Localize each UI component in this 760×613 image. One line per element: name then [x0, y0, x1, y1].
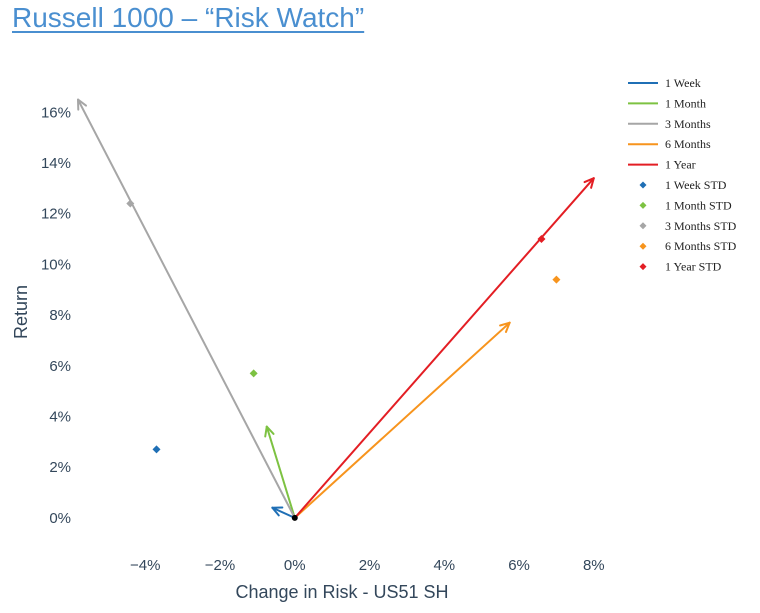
x-axis-label: Change in Risk - US51 SH	[235, 582, 448, 602]
x-tick-label: 0%	[284, 557, 306, 574]
y-tick-label: 6%	[49, 358, 71, 375]
y-tick-label: 4%	[49, 408, 71, 425]
y-tick-label: 14%	[41, 155, 71, 172]
legend-label: 1 Week STD	[665, 178, 727, 192]
x-tick-label: 4%	[433, 557, 455, 574]
x-tick-label: 6%	[508, 557, 530, 574]
legend-swatch-diamond	[639, 242, 647, 250]
y-tick-label: 8%	[49, 307, 71, 324]
legend-swatch-diamond	[639, 181, 647, 189]
legend-label: 6 Months STD	[665, 239, 737, 253]
origin-point	[291, 514, 298, 521]
x-tick-label: −2%	[205, 557, 235, 574]
legend-label: 3 Months	[665, 117, 711, 131]
arrowhead-1-month	[264, 425, 275, 438]
arrowhead-3-months	[77, 98, 88, 111]
chart-title: Russell 1000 – “Risk Watch”	[12, 2, 365, 33]
legend-label: 1 Week	[665, 76, 701, 90]
y-tick-label: 2%	[49, 459, 71, 476]
x-tick-label: 2%	[359, 557, 381, 574]
arrow-line-1-week	[271, 506, 296, 519]
std-point-1-month-std	[249, 369, 258, 378]
legend-label: 1 Year STD	[665, 260, 722, 274]
x-tick-label: −4%	[130, 557, 160, 574]
arrow-line-1-month	[265, 425, 296, 519]
std-point-3-months-std	[126, 199, 135, 208]
y-tick-label: 16%	[41, 104, 71, 121]
legend-label: 1 Year	[665, 158, 696, 172]
legend-swatch-diamond	[639, 263, 647, 271]
y-tick-label: 10%	[41, 256, 71, 273]
std-point-6-months-std	[552, 275, 561, 284]
legend-swatch-diamond	[639, 222, 647, 230]
arrowhead-1-year	[583, 177, 595, 189]
y-tick-label: 12%	[41, 206, 71, 223]
arrow-line-3-months	[77, 98, 296, 519]
legend-label: 3 Months STD	[665, 219, 737, 233]
arrow-line-1-year	[293, 177, 595, 519]
legend-label: 1 Month STD	[665, 198, 732, 212]
arrowhead-1-week	[271, 506, 284, 517]
y-tick-label: 0%	[49, 510, 71, 527]
std-point-1-week-std	[152, 445, 161, 454]
legend-swatch-diamond	[639, 201, 647, 209]
legend-label: 1 Month	[665, 96, 706, 110]
arrowhead-6-months	[499, 321, 511, 333]
legend-label: 6 Months	[665, 137, 711, 151]
x-tick-label: 8%	[583, 557, 605, 574]
std-point-1-year-std	[537, 235, 546, 244]
y-axis-label: Return	[11, 285, 31, 339]
arrow-line-6-months	[293, 321, 511, 519]
